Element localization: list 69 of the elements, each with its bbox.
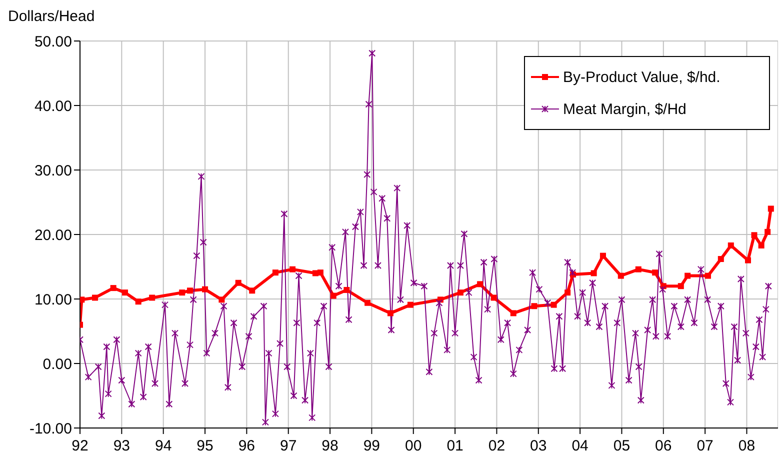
point — [477, 281, 484, 288]
point — [235, 280, 242, 286]
y-axis-title: Dollars/Head — [8, 8, 95, 25]
x-tick-label: 96 — [238, 438, 256, 455]
legend-label: Meat Margin, $/Hd — [563, 100, 686, 118]
x-tick-label: 04 — [572, 438, 588, 455]
point — [678, 283, 684, 290]
x-tick-label: 02 — [488, 438, 506, 455]
point — [550, 302, 557, 308]
y-tick-label: 40.00 — [34, 98, 72, 115]
y-tick-label: 50.00 — [34, 33, 72, 50]
point — [684, 272, 691, 279]
point — [531, 303, 538, 310]
x-tick-label: 03 — [530, 438, 547, 455]
point — [457, 290, 464, 296]
y-tick-label: 30.00 — [34, 162, 72, 180]
point — [179, 290, 186, 296]
point — [490, 294, 497, 301]
point — [564, 290, 571, 296]
point — [218, 296, 225, 303]
x-tick-label: 07 — [696, 438, 714, 455]
point — [751, 232, 758, 238]
point — [272, 270, 278, 276]
point — [80, 296, 85, 303]
x-tick-label: 00 — [405, 438, 422, 455]
y-tick-label: 0.00 — [42, 356, 72, 373]
point — [758, 242, 764, 248]
point — [600, 252, 606, 259]
x-tick-label: 06 — [655, 438, 672, 455]
point — [330, 292, 336, 299]
point — [110, 285, 116, 292]
x-tick-label: 95 — [196, 438, 214, 455]
point — [728, 242, 734, 248]
point — [187, 288, 194, 294]
legend-label: By-Product Value, $/hd. — [563, 68, 720, 86]
point — [387, 310, 394, 316]
point — [364, 300, 371, 306]
x-tick-label: 05 — [613, 438, 630, 455]
x-tick-label: 08 — [738, 438, 756, 455]
point — [290, 266, 296, 272]
point — [317, 270, 324, 276]
point — [149, 294, 156, 301]
point — [590, 270, 597, 276]
point — [718, 256, 724, 262]
point — [768, 206, 774, 212]
y-tick-label: -10.00 — [29, 420, 72, 438]
x-tick-label: 93 — [113, 438, 130, 455]
x-tick-label: 92 — [72, 438, 88, 455]
x-tick-label: 01 — [446, 438, 464, 455]
point — [510, 310, 516, 316]
x-tick-label: 98 — [322, 438, 338, 455]
point — [764, 228, 771, 235]
point — [618, 272, 624, 279]
point — [704, 272, 711, 279]
point — [635, 266, 642, 272]
x-tick-label: 94 — [155, 438, 172, 455]
point — [344, 286, 350, 293]
x-tick-label: 99 — [363, 438, 380, 455]
point — [202, 286, 208, 292]
point — [744, 257, 751, 264]
point — [249, 288, 256, 294]
point — [652, 270, 658, 276]
point — [407, 302, 414, 308]
x-tick-label: 97 — [280, 438, 297, 455]
point — [135, 298, 142, 305]
point — [122, 290, 128, 296]
y-tick-label: 20.00 — [34, 226, 72, 244]
point — [92, 294, 98, 301]
y-tick-label: 10.00 — [34, 291, 72, 308]
